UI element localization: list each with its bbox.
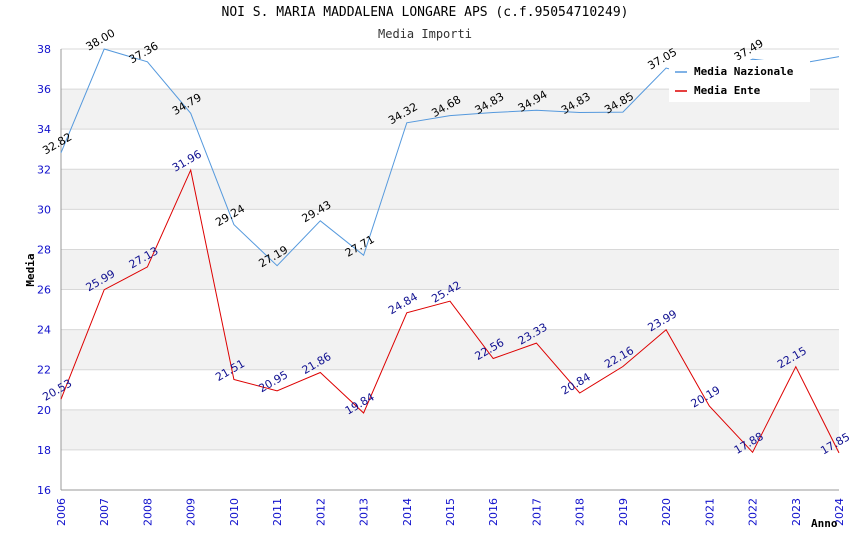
- x-axis-label: Anno: [811, 517, 838, 530]
- x-tick-label: 2022: [747, 498, 760, 526]
- x-tick-label: 2013: [358, 498, 371, 526]
- y-tick-label: 36: [37, 83, 51, 96]
- x-tick-label: 2016: [487, 498, 500, 526]
- x-tick-label: 2018: [574, 498, 587, 526]
- y-tick-label: 34: [37, 123, 51, 136]
- y-tick-label: 38: [37, 43, 51, 56]
- data-label: 37.36: [127, 39, 161, 66]
- x-tick-label: 2007: [98, 498, 111, 526]
- y-tick-label: 30: [37, 203, 51, 216]
- x-tick-label: 2023: [790, 498, 803, 526]
- legend-item-media-nazionale: Media Nazionale: [694, 65, 794, 78]
- grid-band: [61, 329, 839, 370]
- y-tick-label: 22: [37, 364, 51, 377]
- x-tick-label: 2020: [660, 498, 673, 526]
- axes: [60, 49, 839, 491]
- grid-band: [61, 409, 839, 450]
- x-tick-label: 2008: [141, 498, 154, 526]
- legend-box: [669, 60, 810, 102]
- x-tick-label: 2011: [271, 498, 284, 526]
- y-tick-labels: 16 18 20 22 24 26 28 30 32 34 36 38: [37, 43, 51, 497]
- legend-item-media-ente: Media Ente: [694, 84, 761, 97]
- chart-title: NOI S. MARIA MADDALENA LONGARE APS (c.f.…: [221, 5, 629, 20]
- x-tick-label: 2021: [703, 498, 716, 526]
- grid-bands: [61, 89, 839, 450]
- x-tick-label: 2014: [401, 498, 414, 526]
- x-tick-labels: 2006 2007 2008 2009 2010 2011 2012 2013 2014 2015…: [55, 498, 846, 526]
- chart-subtitle: Media Importi: [378, 27, 472, 41]
- data-label: 20.95: [256, 368, 290, 395]
- grid-band: [61, 169, 839, 210]
- y-tick-label: 28: [37, 243, 51, 256]
- x-tick-label: 2017: [530, 498, 543, 526]
- y-tick-label: 16: [37, 484, 51, 497]
- y-tick-label: 32: [37, 163, 51, 176]
- grid-band: [61, 249, 839, 290]
- y-tick-label: 20: [37, 404, 51, 417]
- x-tick-label: 2010: [228, 498, 241, 526]
- x-tick-label: 2009: [185, 498, 198, 526]
- y-axis-label: Media: [24, 253, 37, 286]
- data-label: 20.19: [689, 383, 723, 410]
- legend: Media Nazionale Media Ente: [669, 60, 810, 102]
- x-tick-label: 2024: [833, 498, 846, 526]
- x-tick-label: 2019: [617, 498, 630, 526]
- x-tick-label: 2012: [314, 498, 327, 526]
- data-label: 20.53: [40, 377, 74, 404]
- series-line-media-ente: [60, 168, 840, 454]
- x-tick-label: 2006: [55, 498, 68, 526]
- x-tick-label: 2015: [444, 498, 457, 526]
- y-tick-label: 26: [37, 284, 51, 297]
- y-tick-label: 18: [37, 444, 51, 457]
- y-tick-label: 24: [37, 324, 51, 337]
- data-label: 24.84: [386, 290, 420, 317]
